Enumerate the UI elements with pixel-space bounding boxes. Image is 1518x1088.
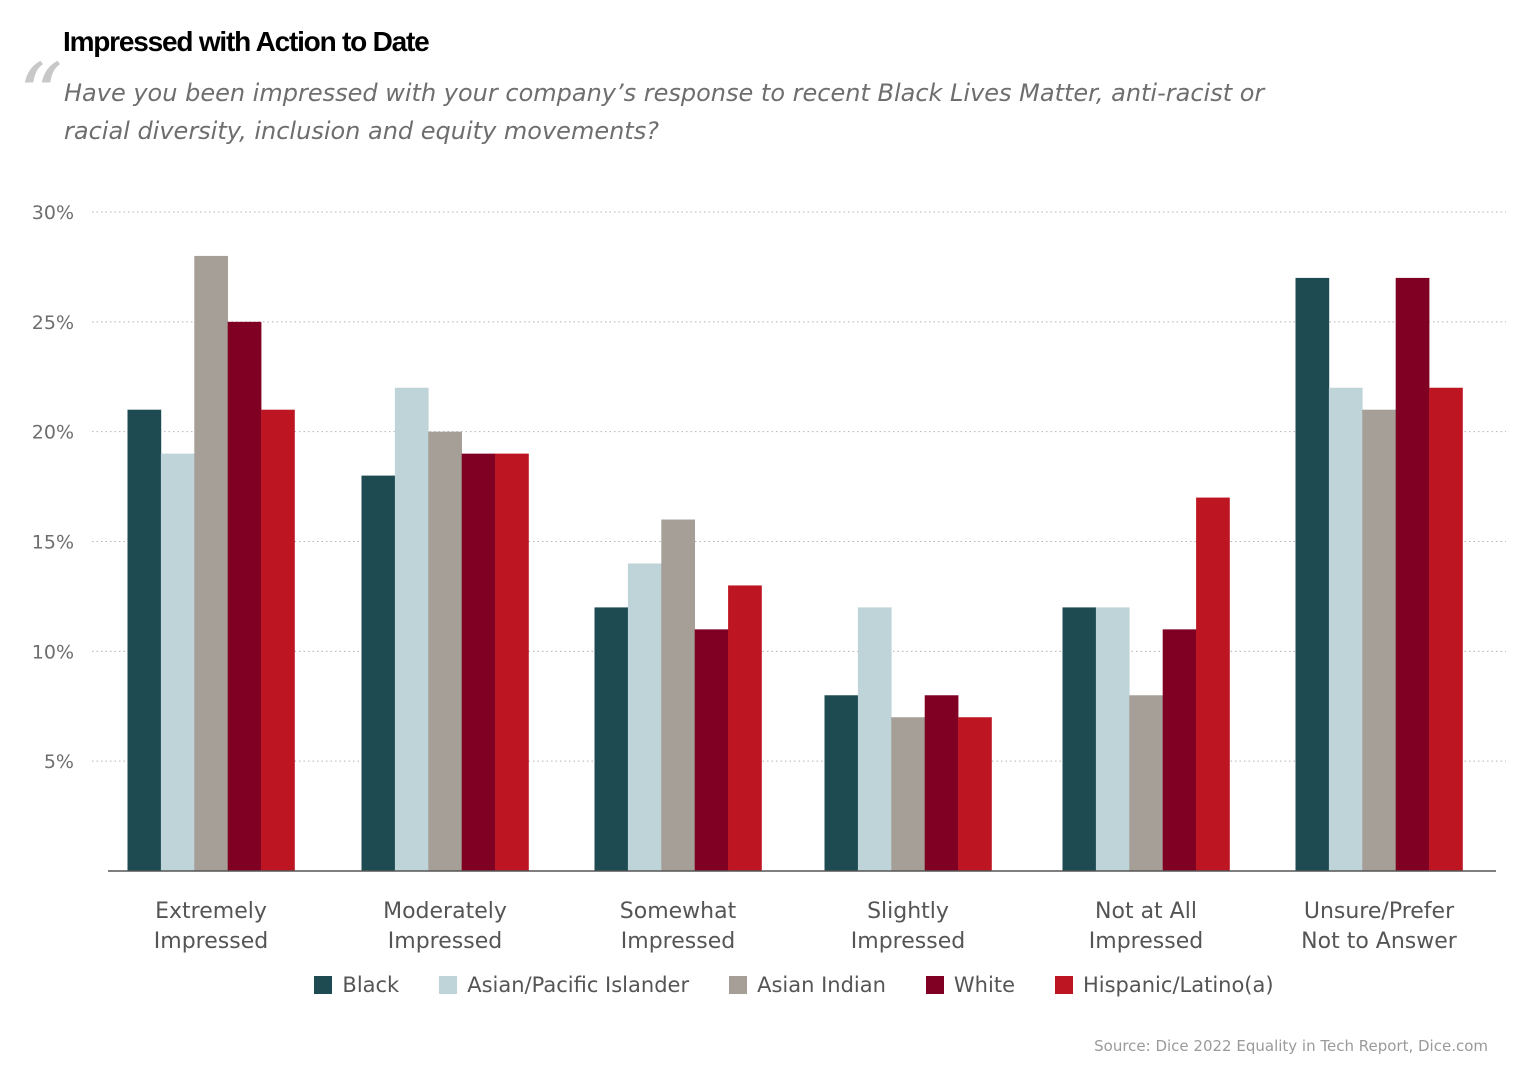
bar — [694, 629, 729, 871]
bar — [824, 695, 859, 871]
bar — [1162, 629, 1197, 871]
bar — [1362, 409, 1396, 871]
y-tick-label: 15% — [32, 532, 74, 554]
y-tick-label: 5% — [44, 751, 74, 773]
bar — [394, 387, 429, 871]
bar — [1328, 387, 1363, 871]
x-category-label: Impressed — [621, 929, 735, 954]
legend-item: Hispanic/Latino(a) — [1054, 973, 1274, 997]
bar — [661, 519, 695, 871]
bar — [461, 453, 496, 871]
bar — [261, 409, 295, 871]
y-tick-label: 10% — [32, 641, 74, 663]
bar — [428, 431, 462, 871]
x-category-label: Not at All — [1095, 899, 1197, 924]
x-category-label: Extremely — [155, 899, 267, 924]
bar — [958, 717, 992, 871]
x-category-label: Impressed — [154, 929, 268, 954]
bar — [857, 607, 892, 871]
legend-item: White — [925, 973, 1015, 997]
x-category-label: Not to Answer — [1301, 929, 1458, 954]
bars — [127, 255, 1463, 871]
bar — [1129, 695, 1163, 871]
x-category-label: Impressed — [1089, 929, 1203, 954]
bar — [194, 255, 228, 871]
chart-title: Impressed with Action to Date — [63, 26, 430, 57]
bar — [891, 717, 925, 871]
source-note: Source: Dice 2022 Equality in Tech Repor… — [1094, 1037, 1488, 1055]
bar — [1062, 607, 1097, 871]
x-category-label: Moderately — [383, 899, 507, 924]
legend-item: Black — [314, 973, 399, 997]
legend-label: Hispanic/Latino(a) — [1082, 973, 1274, 997]
quote-mark-icon: “ — [18, 44, 63, 147]
bar — [1095, 607, 1130, 871]
legend: Black Asian/Pacific Islander Asian Indian W… — [0, 973, 1518, 997]
bar — [127, 409, 162, 871]
y-axis-ticks: 5% 10% 15% 20% 25% 30% — [32, 202, 74, 773]
legend-item: Asian/Pacific Islander — [439, 973, 689, 997]
x-axis-categories: Extremely Impressed Moderately Impressed Som… — [154, 899, 1458, 954]
bar — [160, 453, 195, 871]
y-tick-label: 30% — [32, 202, 74, 224]
legend-item: Asian Indian — [729, 973, 886, 997]
bar — [924, 695, 959, 871]
legend-swatch — [925, 976, 944, 994]
legend-label: White — [953, 973, 1015, 997]
bar — [627, 563, 662, 871]
legend-swatch — [1054, 976, 1073, 994]
y-tick-label: 25% — [32, 312, 74, 334]
bar — [1295, 277, 1330, 871]
chart-subtitle: Have you been impressed with your compan… — [64, 79, 1265, 145]
bar — [1196, 497, 1230, 871]
x-category-label: Unsure/Prefer — [1304, 899, 1455, 924]
y-tick-label: 20% — [32, 422, 74, 444]
bar — [361, 475, 396, 871]
legend-swatch — [729, 976, 748, 994]
legend-label: Black — [342, 973, 400, 997]
bar — [1429, 387, 1463, 871]
gridlines — [92, 211, 1506, 762]
x-category-label: Somewhat — [620, 899, 737, 924]
legend-swatch — [439, 976, 458, 994]
x-category-label: Impressed — [388, 929, 502, 954]
bar — [495, 453, 529, 871]
x-category-label: Slightly — [867, 899, 949, 924]
bar — [227, 321, 262, 871]
legend-swatch — [314, 976, 333, 994]
legend-label: Asian Indian — [757, 973, 886, 997]
bar — [1395, 277, 1430, 871]
x-category-label: Impressed — [851, 929, 965, 954]
bar — [594, 607, 629, 871]
legend-label: Asian/Pacific Islander — [467, 973, 690, 997]
bar — [728, 585, 762, 871]
